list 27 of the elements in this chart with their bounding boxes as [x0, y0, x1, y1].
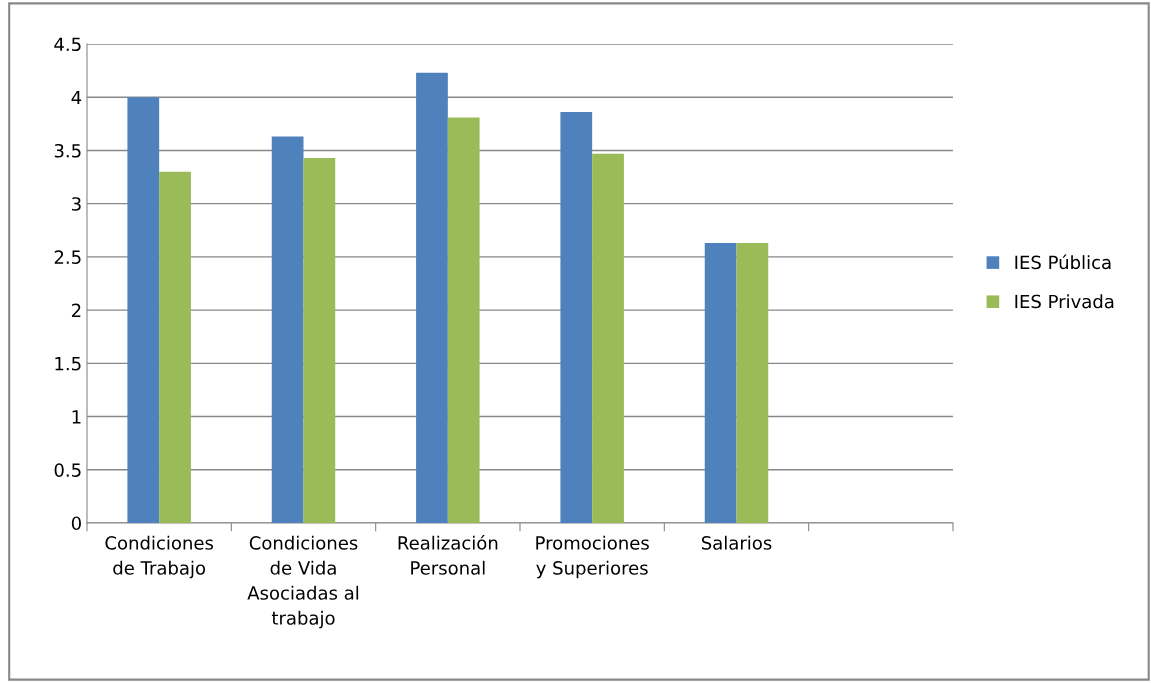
- y-tick-label: 1: [72, 410, 81, 424]
- y-tick-label: 3: [72, 197, 81, 211]
- x-tick-label: Salarios: [701, 535, 772, 550]
- y-tick-label: 0: [71, 516, 81, 531]
- x-tick-label: Condiciones de Vida Asociadas al trabajo: [247, 535, 359, 629]
- y-tick-label: 2: [71, 303, 81, 317]
- bar: [704, 243, 737, 523]
- y-tick-label: 0.5: [54, 463, 81, 477]
- y-tick-label: 2.5: [54, 250, 81, 265]
- y-tick-label: 4.5: [54, 37, 81, 52]
- bar: [416, 72, 448, 523]
- y-tick-label: 1.5: [55, 357, 81, 371]
- bar: [736, 243, 769, 523]
- bar: [127, 97, 160, 523]
- x-tick-label: Promociones y Superiores: [536, 535, 649, 579]
- bar: [592, 153, 624, 523]
- legend-label: IES Privada: [1015, 294, 1114, 309]
- y-tick-label: 4: [71, 90, 82, 105]
- bar: [271, 136, 304, 523]
- bar: [159, 171, 191, 523]
- x-tick-label: Realización Personal: [398, 535, 498, 575]
- bar: [303, 157, 336, 523]
- legend-label: IES Pública: [1015, 254, 1111, 270]
- bar: [447, 117, 480, 523]
- bar: [560, 112, 593, 523]
- x-tick-label: Condiciones de Trabajo: [105, 535, 214, 579]
- y-tick-label: 3.5: [54, 143, 81, 158]
